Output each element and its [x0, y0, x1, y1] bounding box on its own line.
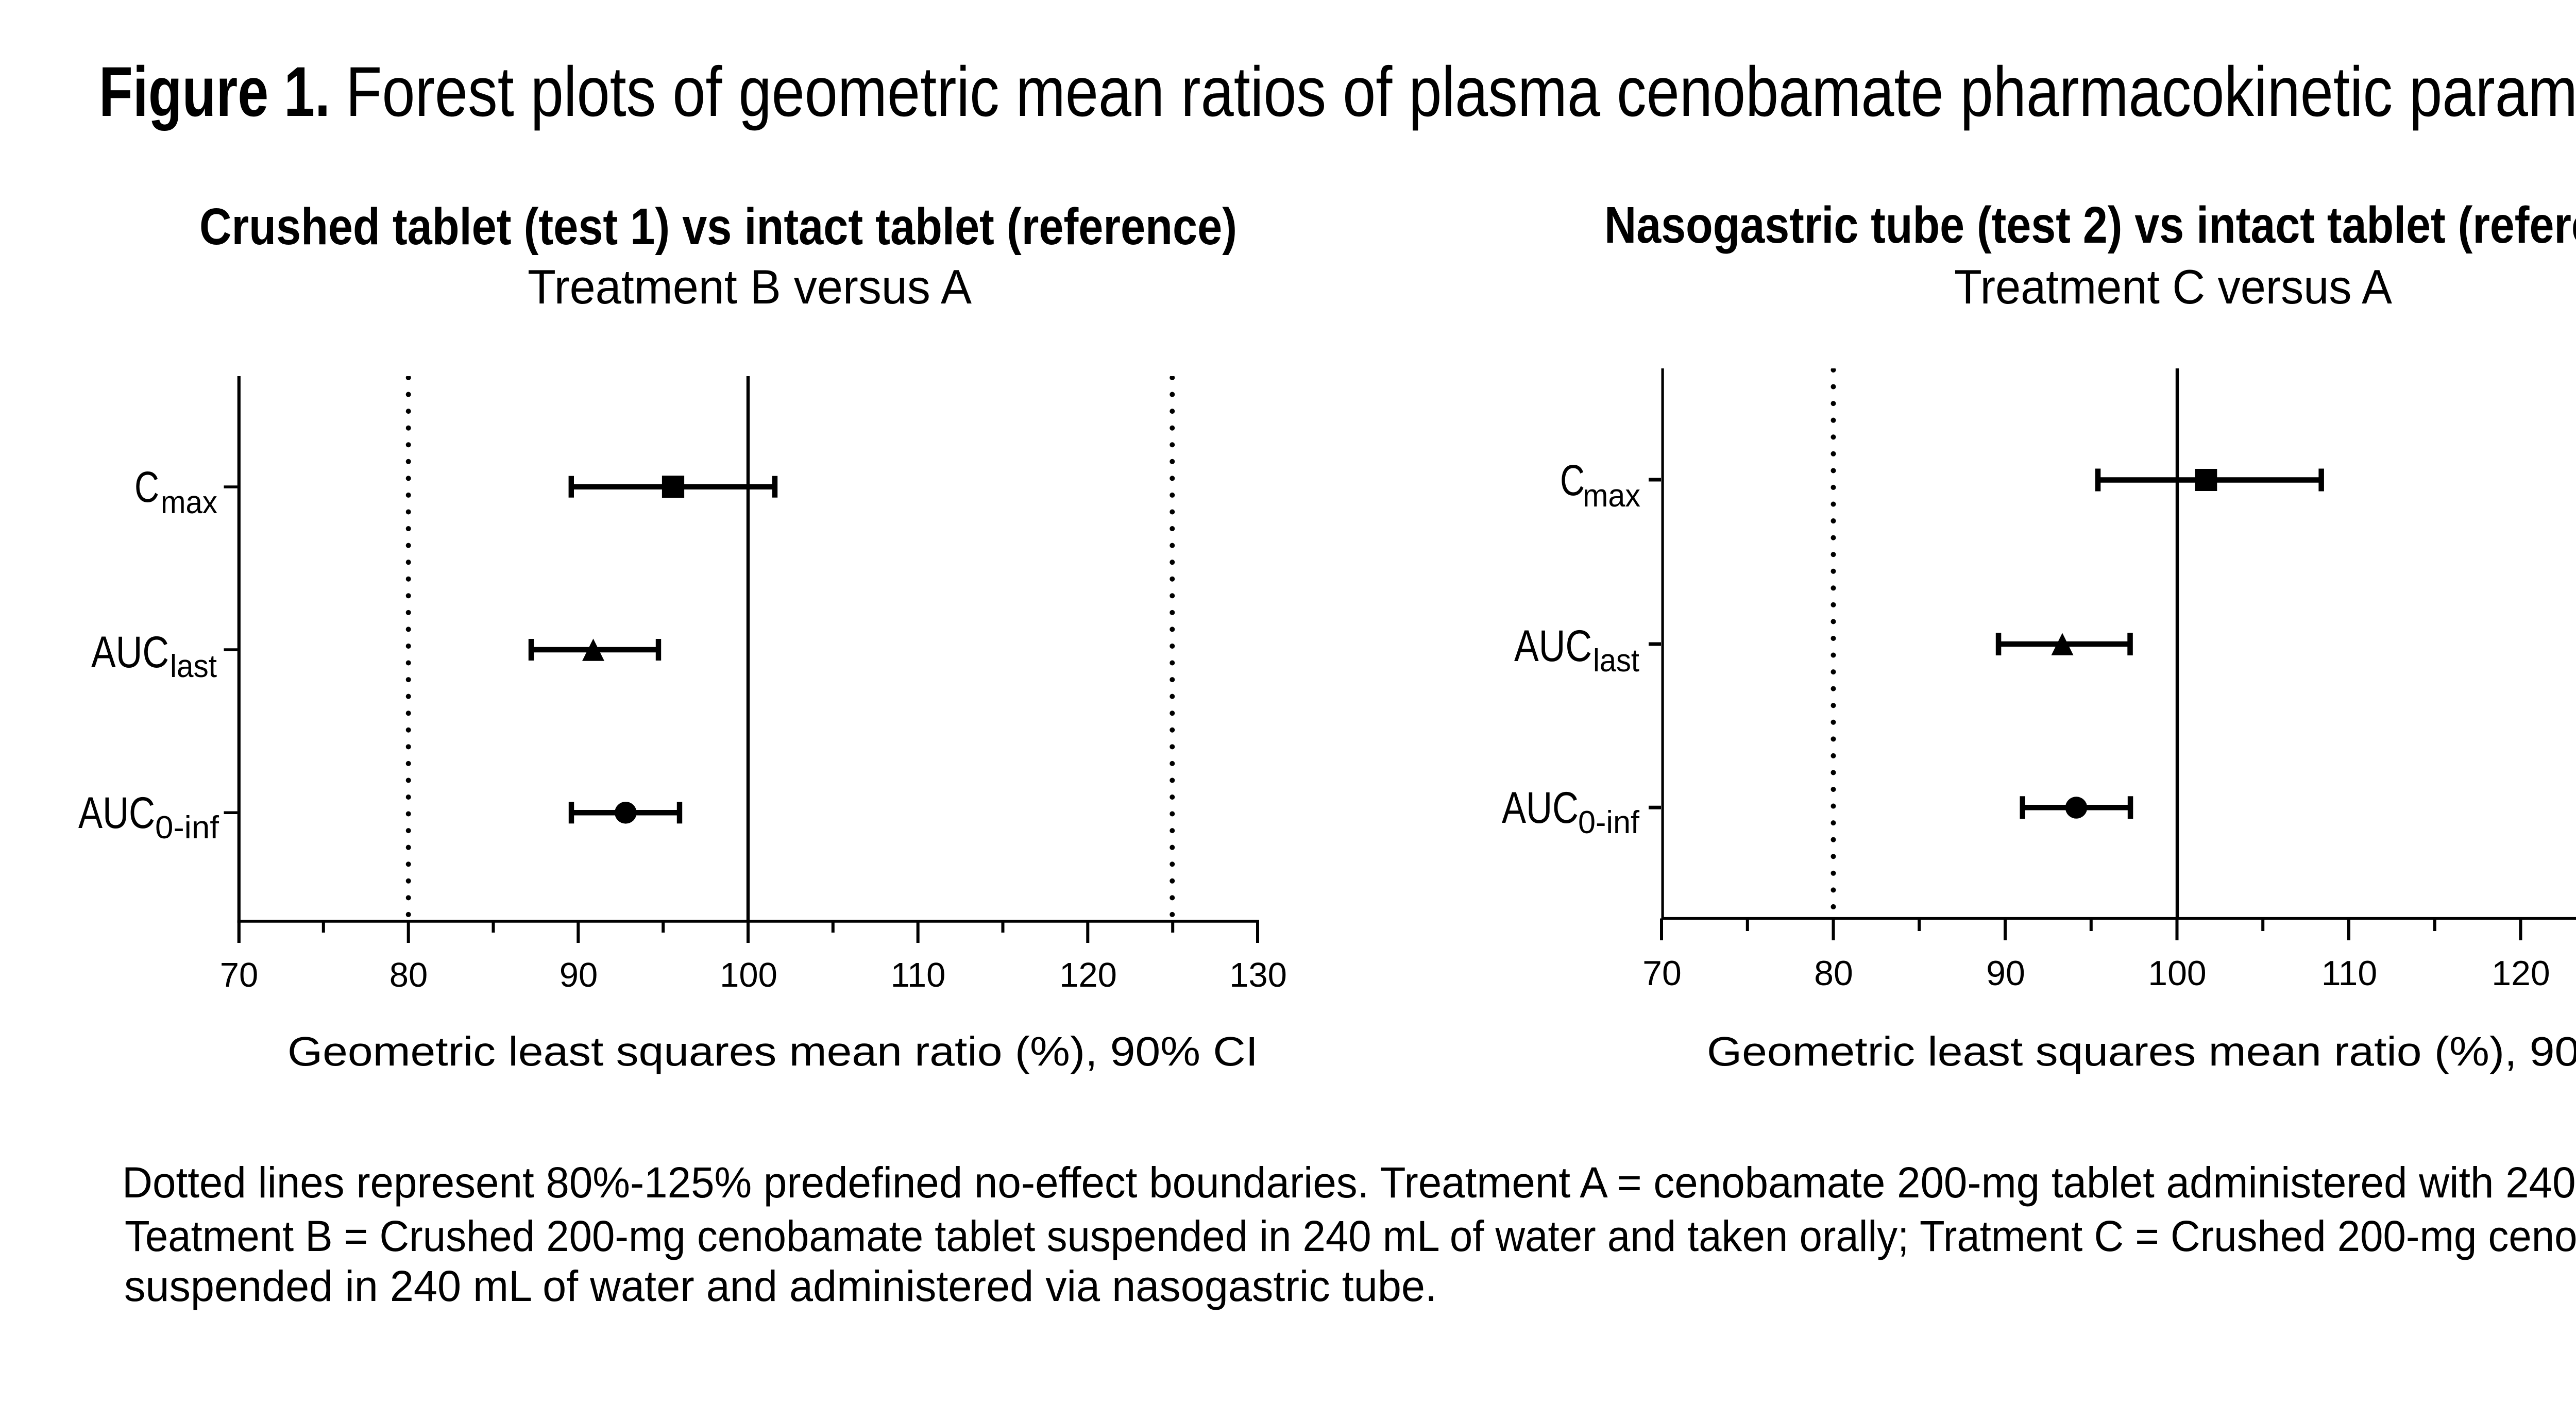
svg-text:AUC: AUC: [91, 628, 169, 677]
svg-text:110: 110: [2321, 954, 2377, 993]
svg-text:90: 90: [1986, 954, 2025, 993]
svg-text:0-inf: 0-inf: [155, 810, 219, 846]
svg-text:70: 70: [1642, 954, 1682, 993]
svg-text:AUC: AUC: [1502, 783, 1579, 833]
svg-text:Teatment B = Crushed 200-mg ce: Teatment B = Crushed 200-mg cenobamate t…: [125, 1212, 2576, 1260]
svg-text:Treatment B versus A: Treatment B versus A: [528, 260, 972, 314]
svg-text:max: max: [1583, 478, 1640, 514]
svg-text:0-inf: 0-inf: [1578, 805, 1640, 840]
svg-text:Geometric least squares mean r: Geometric least squares mean ratio (%), …: [1707, 1028, 2576, 1074]
svg-text:80: 80: [1814, 954, 1853, 993]
svg-text:130: 130: [1229, 956, 1287, 994]
svg-text:last: last: [1593, 643, 1639, 679]
svg-text:C: C: [1560, 456, 1585, 504]
svg-text:Crushed tablet (test 1) vs int: Crushed tablet (test 1) vs intact tablet…: [199, 198, 1237, 256]
svg-text:AUC: AUC: [78, 788, 155, 838]
svg-text:120: 120: [2492, 954, 2550, 993]
svg-text:last: last: [170, 649, 217, 684]
svg-text:120: 120: [1059, 956, 1117, 994]
svg-text:Geometric least squares mean r: Geometric least squares mean ratio (%), …: [287, 1028, 1258, 1074]
svg-text:80: 80: [389, 956, 428, 994]
svg-text:Dotted lines represent 80%-125: Dotted lines represent 80%-125% predefin…: [122, 1158, 2576, 1207]
svg-text:Nasogastric tube (test 2) vs i: Nasogastric tube (test 2) vs intact tabl…: [1604, 196, 2576, 254]
svg-text:Treatment C versus A: Treatment C versus A: [1954, 260, 2392, 314]
svg-text:100: 100: [720, 956, 777, 994]
svg-text:Forest plots of geometric mean: Forest plots of geometric mean ratios of…: [346, 53, 2576, 131]
svg-text:Figure 1.: Figure 1.: [99, 53, 330, 131]
svg-text:AUC: AUC: [1514, 621, 1592, 671]
svg-text:110: 110: [891, 956, 946, 994]
svg-text:max: max: [161, 485, 217, 520]
svg-text:100: 100: [2148, 954, 2206, 993]
svg-text:C: C: [134, 463, 159, 511]
svg-text:90: 90: [560, 956, 598, 994]
svg-text:suspended in 240 mL of water a: suspended in 240 mL of water and adminis…: [124, 1262, 1437, 1310]
svg-text:70: 70: [220, 956, 259, 994]
